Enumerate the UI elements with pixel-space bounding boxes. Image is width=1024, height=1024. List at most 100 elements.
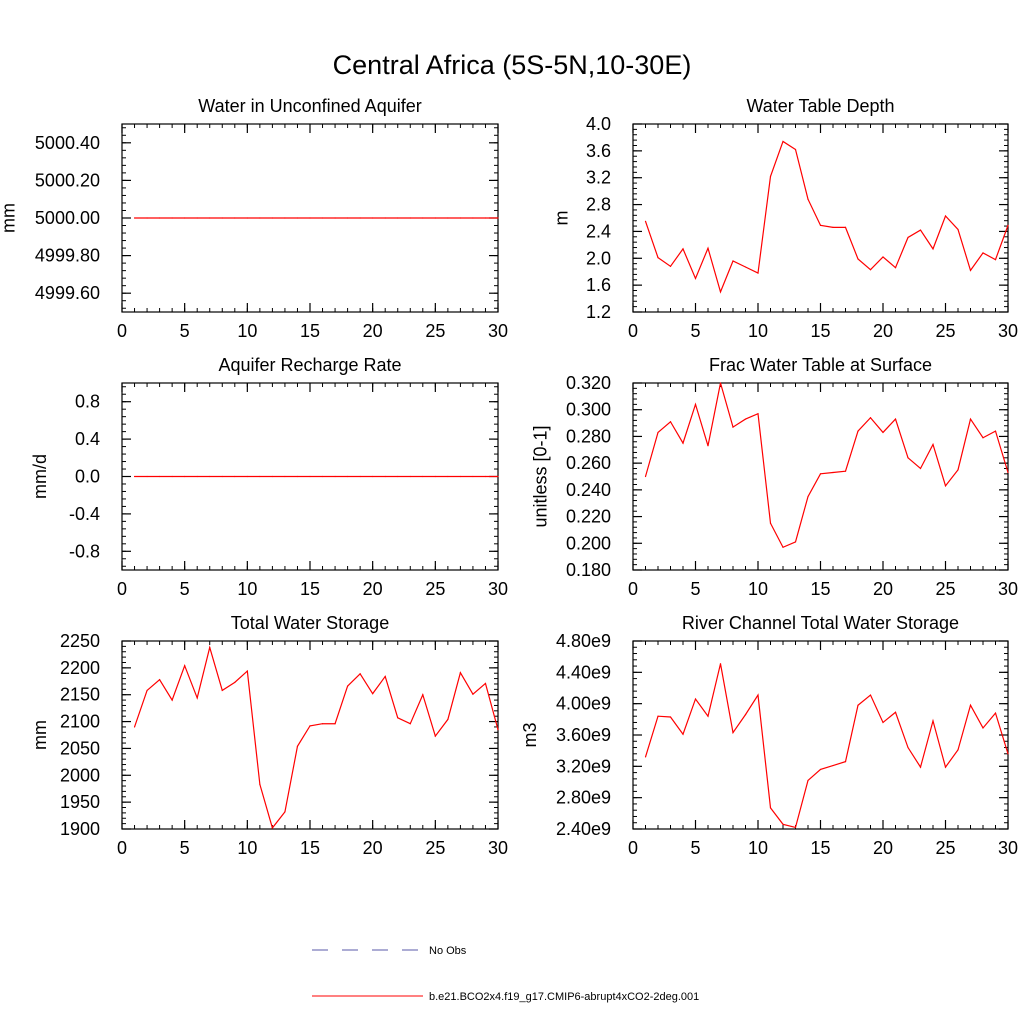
data-point [832, 471, 834, 474]
data-point [657, 257, 659, 259]
plot-frame [632, 123, 1009, 313]
data-point [284, 811, 286, 813]
y-tick-label: 4.40e9 [556, 662, 611, 682]
y-tick-label: 0.320 [566, 373, 611, 393]
data-point [844, 226, 847, 228]
data-point [782, 823, 784, 825]
x-tick-label: 25 [935, 321, 955, 341]
data-point [757, 413, 759, 415]
y-tick-label: 3.2 [586, 168, 611, 188]
x-tick-label: 20 [873, 579, 893, 599]
data-point [246, 217, 248, 219]
data-point [732, 426, 734, 428]
data-point [719, 663, 722, 665]
x-tick-label: 10 [748, 579, 768, 599]
plot-frame [121, 640, 499, 830]
y-tick-label: 4999.80 [35, 246, 100, 266]
data-point [372, 475, 374, 478]
data-point [434, 217, 436, 219]
panel-total-water-storage: Total Water Storage 0 5 10 15 20 25 30 1900 1950 2… [30, 613, 508, 858]
data-point [184, 665, 186, 667]
data-point [334, 723, 336, 725]
data-point [982, 727, 984, 729]
panel-title: Frac Water Table at Surface [709, 355, 932, 375]
data-point [919, 467, 922, 470]
data-point [794, 148, 797, 151]
data-point [372, 217, 374, 219]
data-point [844, 470, 847, 472]
x-tick-label: 25 [425, 579, 445, 599]
x-tick-label: 20 [363, 579, 383, 599]
data-point [171, 475, 173, 478]
x-tick-label: 0 [628, 321, 638, 341]
data-point [944, 766, 947, 768]
x-tick-label: 10 [237, 579, 257, 599]
data-point [334, 217, 336, 219]
data-point [196, 475, 198, 478]
data-point [882, 431, 884, 434]
x-tick-label: 20 [363, 321, 383, 341]
data-point [234, 681, 236, 683]
data-point [397, 475, 399, 478]
y-tick-label: 3.20e9 [556, 756, 611, 776]
data-point [894, 711, 897, 713]
data-point [657, 431, 659, 434]
legend-item: No Obs [312, 945, 467, 957]
data-point [994, 712, 997, 714]
data-point [146, 475, 148, 478]
legend-item: b.e21.BCO2x4.f19_g17.CMIP6-abrupt4xCO2-2… [312, 991, 699, 1003]
x-tick-label: 10 [748, 838, 768, 858]
data-point [719, 291, 722, 293]
data-point [409, 475, 411, 478]
x-tick-label: 15 [810, 579, 830, 599]
data-point [969, 269, 972, 271]
data-point [133, 217, 136, 219]
y-axis-label: m3 [520, 722, 540, 747]
data-point [347, 217, 349, 219]
x-tick-label: 5 [690, 579, 700, 599]
y-tick-label: 2150 [60, 685, 100, 705]
data-point [982, 437, 984, 439]
data-point [159, 475, 161, 478]
data-point [944, 485, 947, 487]
data-point [133, 475, 136, 478]
data-point [919, 766, 922, 768]
data-point [932, 720, 934, 722]
y-axis-label: mm [0, 203, 19, 233]
panel-water-in-unconfined-aquifer: Water in Unconfined Aquifer 0 5 10 15 20 25 30 4… [0, 96, 508, 341]
panel-title: Water Table Depth [746, 96, 894, 116]
panel-title: Water in Unconfined Aquifer [198, 96, 421, 116]
data-point [459, 672, 461, 674]
x-tick-label: 0 [117, 579, 127, 599]
panel-title: Total Water Storage [231, 613, 389, 633]
x-tick-label: 30 [998, 579, 1018, 599]
data-point [409, 723, 411, 725]
y-tick-label: -0.8 [69, 541, 100, 561]
x-tick-label: 15 [300, 838, 320, 858]
data-point [707, 247, 709, 249]
series-line [133, 645, 499, 830]
x-tick-label: 30 [998, 321, 1018, 341]
data-point [447, 718, 449, 721]
x-tick-label: 5 [180, 838, 190, 858]
data-point [769, 807, 772, 809]
data-point [359, 673, 361, 675]
panel-title: River Channel Total Water Storage [682, 613, 959, 633]
x-tick-label: 30 [488, 579, 508, 599]
data-point [669, 265, 672, 267]
data-point [732, 732, 734, 734]
y-tick-label: 0.220 [566, 507, 611, 527]
data-point [221, 689, 223, 692]
x-tick-label: 20 [363, 838, 383, 858]
data-point [694, 277, 697, 280]
data-point [384, 475, 386, 478]
plot-frame [632, 640, 1009, 830]
data-point [397, 217, 399, 219]
data-point [944, 215, 947, 217]
x-tick-label: 15 [810, 321, 830, 341]
data-point [732, 260, 734, 262]
data-point [209, 217, 211, 219]
x-tick-label: 0 [117, 838, 127, 858]
panel-river-channel-total-water-storage: River Channel Total Water Storage 0 5 10 15 2… [520, 613, 1018, 858]
data-point [1007, 224, 1009, 226]
